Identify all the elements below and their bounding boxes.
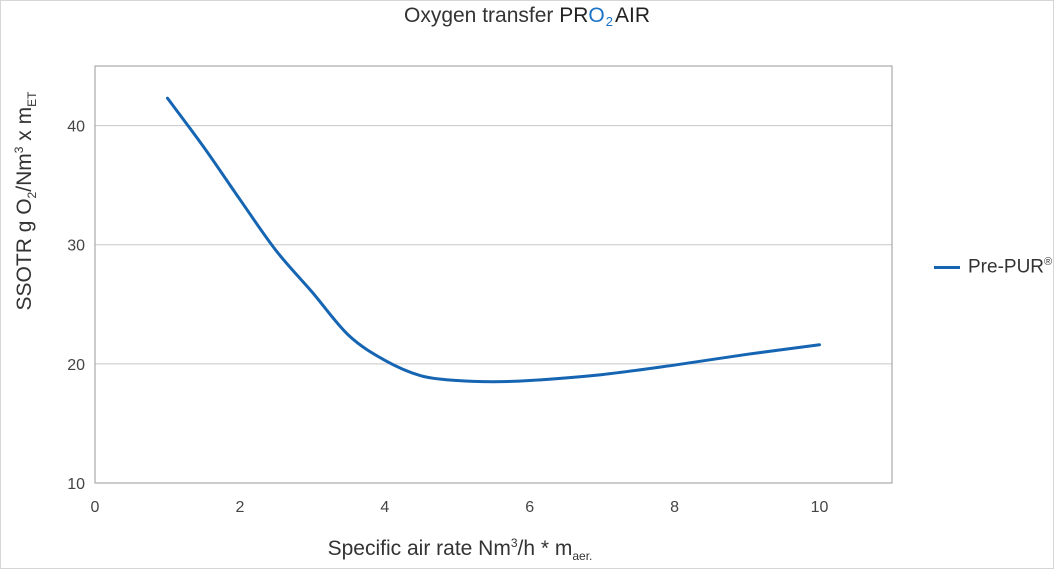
legend-swatch — [934, 265, 960, 269]
x-tick-label: 4 — [380, 499, 389, 516]
legend-label-text: Pre-PUR — [968, 256, 1045, 278]
xlabel-mid: /h * m — [517, 537, 573, 560]
y-axis-label: SSOTR g O2/Nm3 x mET — [4, 0, 39, 411]
x-tick-label: 2 — [235, 499, 244, 516]
plot-area-border — [94, 65, 893, 484]
title-brand-air: AIR — [615, 4, 651, 27]
ylabel-mid: /Nm — [13, 153, 36, 192]
title-prefix: Oxygen transfer — [403, 4, 554, 27]
ylabel-sup: 3 — [12, 146, 26, 154]
series-line-pre-pur — [165, 96, 822, 384]
title-brand-pr: PR — [559, 4, 589, 27]
ylabel-sub2: ET — [25, 91, 40, 107]
y-tick-label: 20 — [67, 357, 85, 374]
legend-label: Pre-PUR® — [968, 256, 1052, 278]
y-tick-label: 40 — [67, 119, 85, 136]
title-brand: PRO2AIR — [559, 4, 651, 29]
title-brand-o: O — [588, 4, 605, 27]
legend: Pre-PUR® — [934, 256, 1052, 278]
x-tick-label: 6 — [525, 499, 534, 516]
title-brand-sub: 2 — [605, 14, 613, 29]
ylabel-tail: x m — [13, 106, 36, 147]
legend-label-mark: ® — [1044, 256, 1053, 268]
y-tick-label: 10 — [67, 476, 85, 493]
chart-title: Oxygen transfer PRO2AIR — [0, 4, 1054, 29]
ylabel-sub1: 2 — [25, 191, 40, 199]
xlabel-sup: 3 — [510, 536, 518, 550]
x-axis-label: Specific air rate Nm3/h * maer. — [260, 536, 660, 563]
y-tick-label: 30 — [67, 238, 85, 255]
x-tick-label: 8 — [670, 499, 679, 516]
xlabel-main: Specific air rate Nm — [327, 537, 511, 560]
ylabel-main: SSOTR g O — [13, 198, 36, 311]
xlabel-sub: aer. — [572, 549, 593, 564]
x-tick-label: 0 — [91, 499, 100, 516]
x-tick-label: 10 — [811, 499, 829, 516]
